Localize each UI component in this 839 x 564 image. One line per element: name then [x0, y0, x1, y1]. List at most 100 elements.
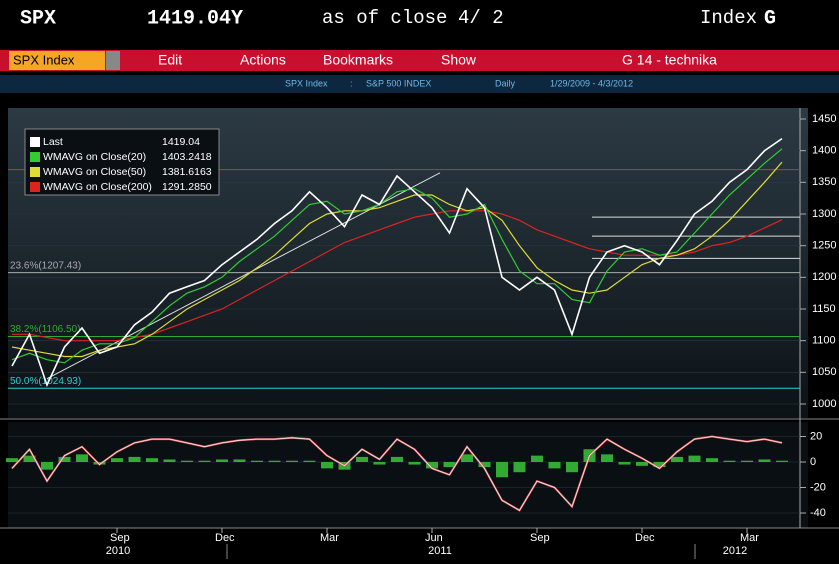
fib-label: 38.2%(1106.50) [10, 324, 80, 335]
legend-swatch [30, 137, 40, 147]
osc-bar [741, 460, 753, 462]
osc-bar [6, 458, 18, 462]
osc-bar [58, 456, 71, 462]
legend-value: 1381.6163 [162, 166, 212, 178]
legend-swatch [30, 182, 40, 192]
year-label: 2011 [428, 545, 452, 557]
year-label: 2010 [106, 545, 130, 557]
x-tick-label: Mar [320, 532, 339, 544]
osc-bar [531, 455, 543, 462]
osc-bar [41, 462, 53, 470]
osc-bar [426, 462, 438, 469]
market: Index [700, 7, 757, 29]
legend-swatch [30, 152, 40, 162]
osc-bar [111, 458, 123, 462]
series-line [12, 210, 783, 342]
osc-bar [671, 456, 683, 462]
fib-label: 23.6%(1207.43) [10, 260, 81, 271]
y-tick-label: 20 [810, 430, 822, 442]
legend-name: WMAVG on Close(20) [43, 151, 146, 163]
osc-bar [723, 460, 736, 462]
y-tick-label: 1250 [812, 240, 836, 252]
osc-bar [216, 459, 228, 462]
osc-bar [163, 459, 176, 462]
function: G 14 - technika [622, 52, 717, 68]
osc-bar [636, 462, 648, 466]
osc-bar [23, 455, 36, 462]
osc-bar [478, 462, 491, 468]
series-line [11, 137, 783, 388]
sub-period: Daily [495, 78, 516, 88]
osc-bar [251, 460, 263, 462]
legend-name: Last [43, 136, 63, 148]
osc-bar [601, 454, 613, 462]
menu[interactable]: Show [441, 52, 477, 68]
osc-bar [496, 462, 508, 478]
osc-bar [76, 454, 88, 462]
osc-bar [618, 462, 631, 465]
menu[interactable]: Bookmarks [323, 52, 393, 68]
menu[interactable]: Actions [240, 52, 286, 68]
osc-bar [233, 459, 246, 462]
security[interactable]: SPX Index [13, 52, 75, 67]
osc-bar [461, 454, 473, 462]
x-tick-label: Mar [740, 532, 759, 544]
osc-bar [198, 460, 211, 462]
osc-bar [408, 462, 421, 465]
ticker: SPX [20, 7, 56, 30]
dropdown[interactable] [106, 51, 120, 70]
x-tick-label: Jun [425, 532, 443, 544]
x-tick-label: Dec [635, 532, 655, 544]
security-box[interactable] [9, 51, 105, 70]
y-tick-label: 1100 [812, 335, 836, 347]
legend-value: 1291.2850 [162, 181, 212, 193]
osc-bar [653, 462, 666, 468]
y-tick-label: 1350 [812, 176, 836, 188]
osc-bar [758, 459, 771, 462]
menu[interactable]: Edit [158, 52, 182, 68]
osc-bar [303, 460, 316, 462]
x-tick-label: Sep [530, 532, 550, 544]
osc-bar [566, 462, 578, 473]
legend [24, 128, 220, 196]
osc-bar [548, 462, 561, 469]
sub-range: 1/29/2009 - 4/3/2012 [550, 78, 633, 88]
osc-bar [268, 460, 281, 462]
y-tick-label: 0 [810, 456, 816, 468]
osc-bar [776, 460, 788, 462]
y-tick-label: -20 [810, 481, 826, 493]
osc-bar [513, 462, 526, 473]
series-line [11, 148, 783, 364]
sub-security: SPX Index [285, 78, 328, 88]
date: 4/ 2 [458, 7, 504, 29]
osc-line-inner [11, 436, 783, 511]
subheader [0, 75, 839, 93]
year-label: 2012 [723, 545, 747, 557]
toolbar [0, 50, 839, 71]
y-tick-label: 1200 [812, 271, 836, 283]
osc-bar [373, 462, 386, 465]
key: G [764, 7, 776, 30]
sub-name: S&P 500 INDEX [366, 78, 431, 88]
y-tick-label: 1000 [812, 398, 836, 410]
legend-name: WMAVG on Close(200) [43, 181, 152, 193]
legend-name: WMAVG on Close(50) [43, 166, 146, 178]
price: 1419.04Y [147, 7, 243, 30]
osc-panel [8, 422, 808, 528]
osc-bar [321, 462, 333, 469]
y-tick-label: 1450 [812, 113, 836, 125]
x-tick-label: Dec [215, 532, 235, 544]
y-tick-label: 1400 [812, 145, 836, 157]
osc-bar [146, 458, 158, 462]
sub-sep: : [350, 78, 353, 88]
osc-bar [706, 458, 718, 462]
legend-swatch [30, 167, 40, 177]
as-of: as of close [322, 7, 447, 29]
osc-bar [286, 460, 298, 462]
y-tick-label: 1050 [812, 366, 836, 378]
legend-value: 1403.2418 [162, 151, 212, 163]
osc-bar [443, 462, 456, 468]
y-tick-label: -40 [810, 507, 826, 519]
